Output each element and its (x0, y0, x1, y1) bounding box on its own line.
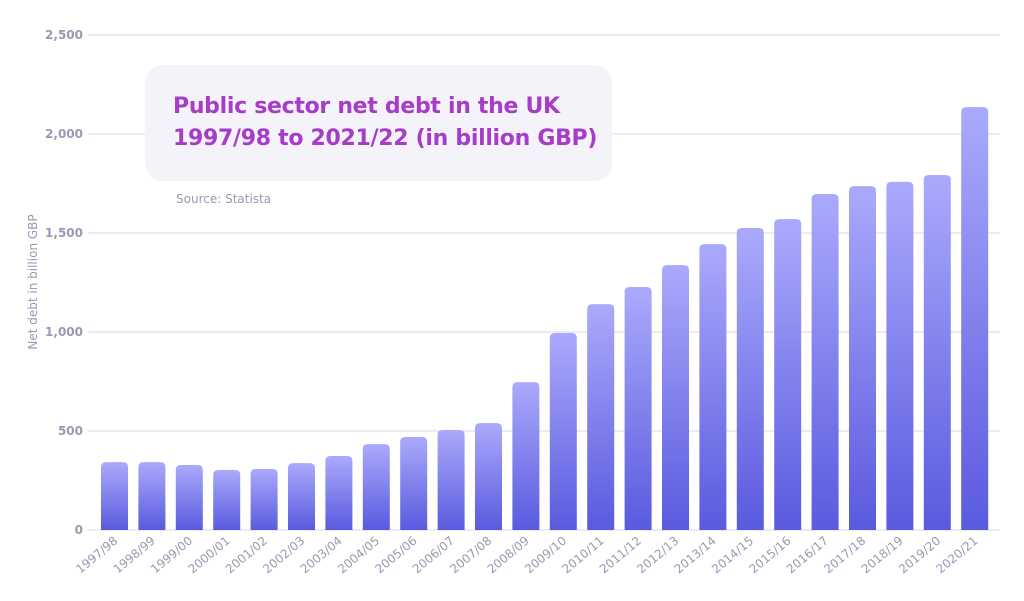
bar-2017-18 (849, 186, 876, 530)
chart-title-line-2: 1997/98 to 2021/22 (in billion GBP) (173, 126, 598, 151)
bar-1999-00 (175, 465, 203, 530)
bars (101, 107, 989, 531)
bar-2008-09 (512, 382, 540, 530)
bar-2014-15 (736, 228, 764, 531)
bar-2012-13 (662, 265, 689, 530)
y-axis-ticks: 0 500 1,000 1,500 2,000 2,500 (45, 28, 83, 537)
y-tick-label: 2,500 (45, 28, 83, 42)
y-tick-label: 1,000 (45, 325, 83, 339)
bar-2001-02 (250, 469, 278, 530)
x-axis-ticks: 1997/981998/991999/002000/012001/022002/… (73, 534, 980, 577)
bar-2019-20 (923, 174, 951, 530)
bar-2006-07 (437, 430, 465, 530)
source-note: Source: Statista (176, 192, 272, 206)
bar-2011-12 (624, 287, 652, 530)
x-tick-label: 2020/21 (933, 534, 980, 577)
chart-title: Public sector net debt in the UK 1997/98… (173, 91, 597, 155)
bar-2016-17 (811, 193, 839, 530)
bar-2009-10 (549, 332, 577, 530)
y-tick-label: 2,000 (45, 127, 83, 141)
y-tick-label: 1,500 (45, 226, 83, 240)
bar-1998-99 (138, 462, 166, 530)
bar-2013-14 (699, 244, 727, 530)
bar-2010-11 (587, 304, 615, 530)
bar-2003-04 (325, 455, 353, 530)
y-axis-label: Net debt in billion GBP (26, 214, 40, 349)
bar-2018-19 (886, 181, 914, 530)
title-card: Public sector net debt in the UK 1997/98… (145, 65, 612, 181)
chart-title-line-1: Public sector net debt in the UK (173, 94, 560, 119)
bar-1997-98 (101, 462, 128, 530)
bar-2002-03 (288, 463, 315, 530)
bar-2007-08 (475, 423, 502, 530)
bar-2005-06 (400, 436, 428, 530)
y-tick-label: 500 (58, 424, 83, 438)
bar-2020-21 (961, 107, 989, 531)
bar-2015-16 (774, 219, 802, 530)
bar-2004-05 (362, 444, 390, 530)
y-tick-label: 0 (75, 523, 83, 537)
bar-2000-01 (213, 470, 241, 530)
